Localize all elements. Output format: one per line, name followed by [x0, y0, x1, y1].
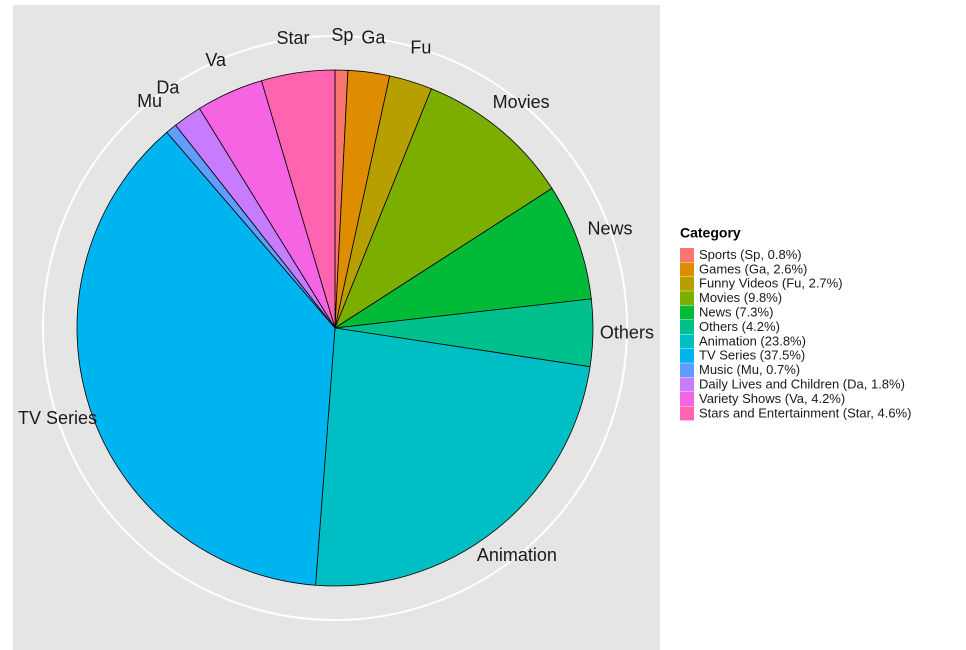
legend-label: News (7.3%)	[699, 305, 773, 320]
legend-label: Animation (23.8%)	[699, 333, 806, 348]
legend-title: Category	[680, 225, 741, 241]
legend-label: TV Series (37.5%)	[699, 348, 805, 363]
slice-label: Animation	[477, 545, 557, 565]
legend-label: Variety Shows (Va, 4.2%)	[699, 391, 845, 406]
pie-slice	[334, 187, 592, 329]
slice-label: Va	[205, 50, 227, 70]
pie-slice	[260, 69, 336, 329]
legend-label: Daily Lives and Children (Da, 1.8%)	[699, 377, 905, 392]
legend-swatch	[680, 320, 694, 334]
slice-label: Da	[156, 77, 180, 97]
legend-label: Others (4.2%)	[699, 319, 780, 334]
legend-swatch	[680, 276, 694, 291]
slice-label: News	[588, 219, 633, 239]
pie-slice	[315, 327, 591, 587]
legend-swatch	[680, 305, 694, 320]
pie-slice	[334, 88, 553, 330]
legend-swatch	[680, 248, 694, 262]
slice-label: Fu	[410, 38, 431, 58]
legend-label: Music (Mu, 0.7%)	[699, 362, 800, 377]
slice-label: Ga	[361, 27, 386, 47]
legend-label: Stars and Entertainment (Star, 4.6%)	[699, 405, 911, 420]
legend-swatch	[680, 406, 694, 421]
slice-label: Movies	[493, 92, 550, 112]
grid-ring	[42, 35, 628, 621]
legend-label: Funny Videos (Fu, 2.7%)	[699, 276, 843, 291]
legend-swatch	[680, 348, 694, 363]
legend-label: Movies (9.8%)	[699, 290, 782, 305]
slice-label: Star	[276, 28, 309, 48]
legend-label: Games (Ga, 2.6%)	[699, 261, 807, 276]
legend-swatch	[680, 262, 694, 277]
pie-slice	[76, 131, 336, 586]
legend-swatch	[680, 363, 694, 378]
legend-swatch	[680, 392, 694, 406]
legend-swatch	[680, 291, 694, 306]
legend-swatch	[680, 334, 694, 349]
legend-label: Sports (Sp, 0.8%)	[699, 247, 802, 262]
slice-label: Sp	[331, 25, 353, 45]
slice-label: TV Series	[18, 408, 97, 428]
slice-label: Others	[600, 322, 654, 342]
legend-swatch	[680, 377, 694, 392]
slice-label: Mu	[137, 91, 162, 111]
